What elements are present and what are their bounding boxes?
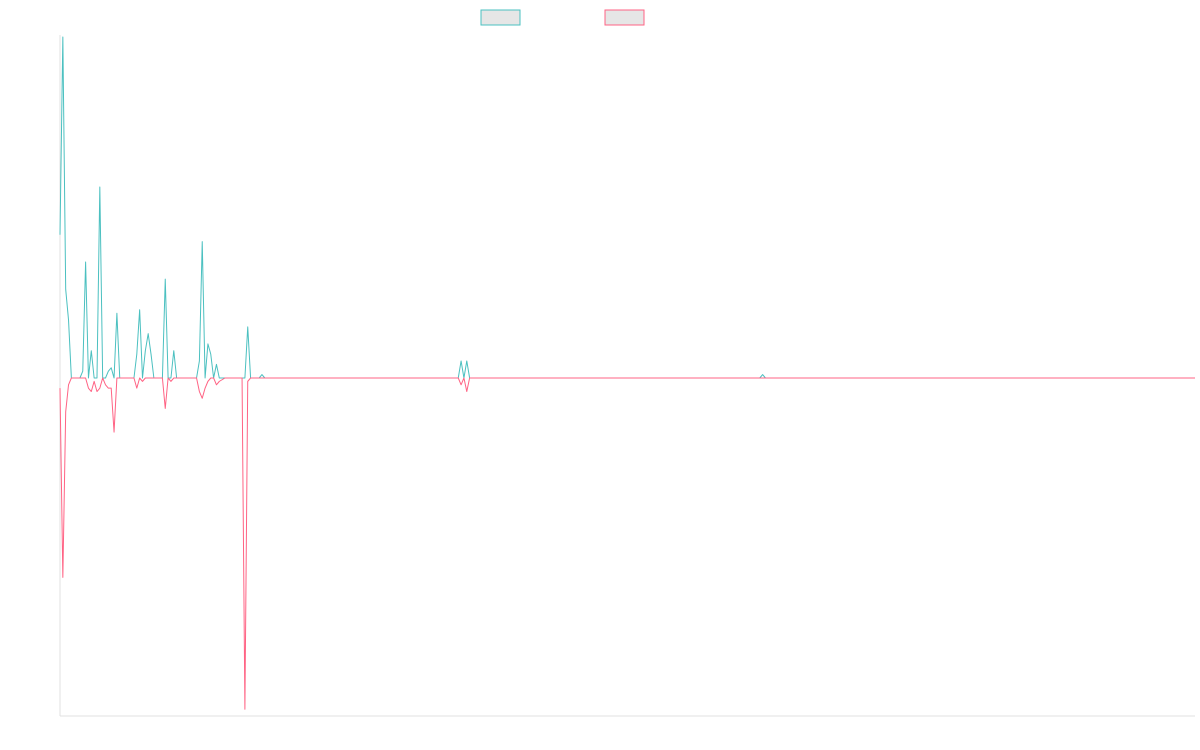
series-layer [59,36,1195,710]
legend-swatch-2[interactable] [604,9,645,26]
series-line-2 [59,377,1195,710]
series-line-1 [59,36,1195,379]
legend-swatch-1[interactable] [480,9,521,26]
legend[interactable] [480,9,645,26]
axes [59,35,1195,717]
